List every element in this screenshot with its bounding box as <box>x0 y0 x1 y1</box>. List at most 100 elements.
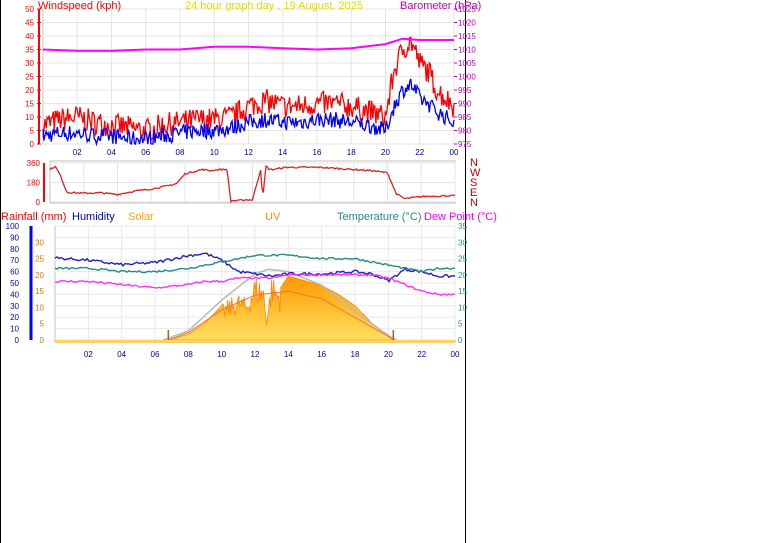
wind-series <box>42 36 455 147</box>
humidity-y-tick-label: 10 <box>10 325 19 334</box>
barometer-y-tick-label: 980 <box>458 127 472 136</box>
wind-y-tick-label: 20 <box>25 86 34 95</box>
legend-solar: Solar <box>128 211 154 223</box>
barometer-y-tick-label: 1015 <box>458 32 476 41</box>
temperature-solar-panel: 0102030405060708090100051015202530051015… <box>1 211 497 359</box>
barometer-y-tick-label: 985 <box>458 113 472 122</box>
humidity-y-tick-label: 20 <box>10 313 19 322</box>
series-humidity <box>54 252 456 283</box>
wind-x-tick-label: 20 <box>381 148 390 157</box>
solar-y-tick-label: 25 <box>35 255 44 264</box>
barometer-y-tick-label: 975 <box>458 140 472 149</box>
temp-x-tick-label: 10 <box>217 350 226 359</box>
compass-letter: E <box>470 187 477 199</box>
temp-x-tick-label: 16 <box>317 350 326 359</box>
temp-x-tick-label: 02 <box>84 350 93 359</box>
wind-x-tick-label: 08 <box>176 148 185 157</box>
temperature-series <box>54 252 456 343</box>
solar-y-tick-label: 20 <box>35 271 44 280</box>
wind-x-tick-label: 12 <box>244 148 253 157</box>
series-wind-direction <box>49 164 456 203</box>
temp-x-tick-label: 12 <box>251 350 260 359</box>
solar-y-tick-label: 0 <box>40 336 45 345</box>
humidity-y-tick-label: 0 <box>15 336 20 345</box>
direction-axes: 360 180 0 <box>27 159 45 207</box>
barometer-y-tick-label: 1000 <box>458 73 476 82</box>
series-solar <box>168 275 394 341</box>
wind-y-tick-label: 30 <box>25 59 34 68</box>
temp-x-tick-label: 06 <box>151 350 160 359</box>
barometer-y-tick-label: 990 <box>458 100 472 109</box>
humidity-y-tick-label: 70 <box>10 256 19 265</box>
temp-x-tick-label: 04 <box>117 350 126 359</box>
barometer-y-tick-label: 1025 <box>458 5 476 14</box>
series-temperature <box>54 253 455 274</box>
direction-y-tick-label: 0 <box>36 198 41 207</box>
wind-x-tick-label: 16 <box>313 148 322 157</box>
wind-y-tick-label: 40 <box>25 32 34 41</box>
series-wind-gust <box>42 36 455 142</box>
wind-y-tick-label: 15 <box>25 100 34 109</box>
wind-x-tick-label: 18 <box>347 148 356 157</box>
temp-x-tick-label: 20 <box>384 350 393 359</box>
temperature-y-tick-label: 30 <box>458 238 467 247</box>
wind-x-tick-label: 22 <box>415 148 424 157</box>
wind-barometer-panel: 0510152025303540455097598098599099510001… <box>25 0 481 157</box>
wind-y-tick-label: 0 <box>30 140 35 149</box>
temp-x-tick-label: 14 <box>284 350 293 359</box>
series-wind-speed <box>42 78 455 147</box>
direction-grid <box>50 162 456 203</box>
temperature-y-tick-label: 25 <box>458 255 467 264</box>
legend-humidity: Humidity <box>72 211 115 223</box>
temp-x-tick-label: 08 <box>184 350 193 359</box>
solar-y-tick-label: 10 <box>35 303 44 312</box>
graph-title: 24 hour graph day , 19 August, 2025 <box>185 0 363 12</box>
series-dewpoint <box>54 273 456 296</box>
legend-rainfall: Rainfall (mm) <box>1 211 66 223</box>
series-uv <box>168 290 394 341</box>
humidity-y-tick-label: 40 <box>10 290 19 299</box>
series-solar-max <box>163 268 398 341</box>
temp-x-tick-label: 22 <box>417 350 426 359</box>
direction-y-tick-label: 180 <box>27 179 41 188</box>
temperature-y-tick-label: 10 <box>458 303 467 312</box>
wind-x-tick-label: 04 <box>107 148 116 157</box>
barometer-y-tick-label: 1005 <box>458 59 476 68</box>
humidity-y-tick-label: 50 <box>10 279 19 288</box>
temperature-y-tick-label: 5 <box>458 320 463 329</box>
wind-y-tick-label: 45 <box>25 19 34 28</box>
humidity-y-tick-label: 60 <box>10 268 19 277</box>
series-barometer <box>42 37 454 52</box>
barometer-y-tick-label: 1020 <box>458 19 476 28</box>
humidity-y-tick-label: 30 <box>10 302 19 311</box>
temperature-y-tick-label: 0 <box>458 336 463 345</box>
legend-uv: UV <box>265 211 281 223</box>
barometer-y-tick-label: 1010 <box>458 46 476 55</box>
compass-letter: N <box>470 157 478 169</box>
wind-y-tick-label: 50 <box>25 5 34 14</box>
solar-y-tick-label: 30 <box>35 238 44 247</box>
legend-dewpoint: Dew Point (°C) <box>424 211 497 223</box>
direction-y-tick-label: 360 <box>27 159 41 168</box>
temp-x-tick-label: 00 <box>451 350 460 359</box>
rain-baseline <box>55 340 455 343</box>
wind-axes: 0510152025303540455097598098599099510001… <box>25 5 476 157</box>
temperature-axes: 0102030405060708090100051015202530051015… <box>6 222 468 359</box>
wind-y-tick-label: 10 <box>25 113 34 122</box>
temp-x-tick-label: 18 <box>351 350 360 359</box>
wind-x-tick-label: 06 <box>141 148 150 157</box>
wind-x-tick-label: 14 <box>278 148 287 157</box>
humidity-y-tick-label: 80 <box>10 245 19 254</box>
wind-x-tick-label: 10 <box>210 148 219 157</box>
solar-y-tick-label: 15 <box>35 287 44 296</box>
barometer-y-tick-label: 995 <box>458 86 472 95</box>
legend-temperature: Temperature (°C) <box>337 211 421 223</box>
humidity-y-tick-label: 100 <box>6 222 20 231</box>
wind-x-tick-label: 02 <box>73 148 82 157</box>
compass-letter: W <box>470 167 481 179</box>
windspeed-axis-label: Windspeed (kph) <box>38 0 121 12</box>
humidity-y-tick-label: 90 <box>10 233 19 242</box>
